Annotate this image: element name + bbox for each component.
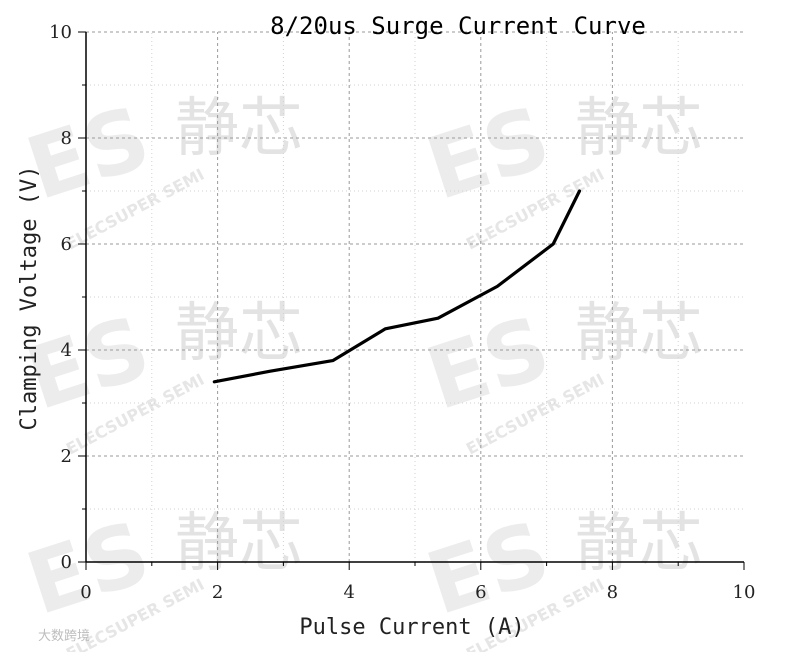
x-axis-label: Pulse Current (A) <box>299 615 524 640</box>
credit-watermark: 大数跨境 <box>38 629 90 644</box>
watermark-cn-text: 静芯 <box>575 507 703 581</box>
y-tick-label: 2 <box>61 446 72 467</box>
x-tick-label: 4 <box>343 582 354 603</box>
x-tick-label: 10 <box>733 582 756 603</box>
y-tick-label: 6 <box>61 234 72 255</box>
x-tick-label: 2 <box>212 582 223 603</box>
y-axis-label: Clamping Voltage (V) <box>17 166 42 431</box>
y-tick-label: 0 <box>61 552 72 573</box>
x-tick-label: 0 <box>80 582 91 603</box>
watermark-cn-text: 静芯 <box>575 297 703 371</box>
watermark-cn-text: 静芯 <box>175 92 303 166</box>
watermark-cn-text: 静芯 <box>175 507 303 581</box>
watermark-cn-text: 静芯 <box>175 297 303 371</box>
y-tick-label: 10 <box>49 22 72 43</box>
series-line <box>212 189 582 384</box>
labels: 8/20us Surge Current Curve Pulse Current… <box>17 12 646 644</box>
x-tick-label: 6 <box>475 582 486 603</box>
series-layer <box>212 189 582 384</box>
chart-title: 8/20us Surge Current Curve <box>270 12 646 40</box>
y-tick-label: 8 <box>61 128 72 149</box>
x-tick-label: 8 <box>607 582 618 603</box>
y-tick-label: 4 <box>61 340 72 361</box>
watermark-cn-text: 静芯 <box>575 92 703 166</box>
axes: 0 2 4 6 8 10 0 2 4 6 8 10 <box>49 22 755 603</box>
